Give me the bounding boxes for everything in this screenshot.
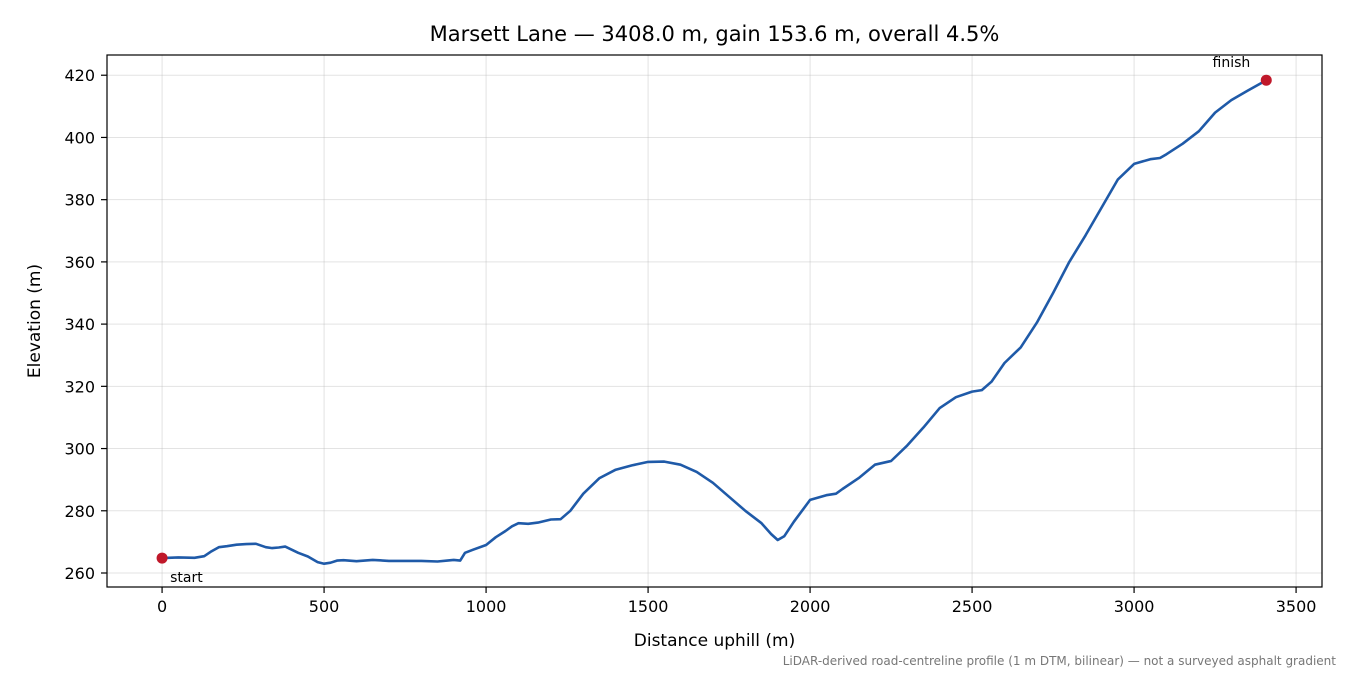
- chart-title: Marsett Lane — 3408.0 m, gain 153.6 m, o…: [430, 22, 1000, 46]
- y-tick-label: 380: [64, 191, 95, 210]
- y-axis-label: Elevation (m): [25, 264, 45, 378]
- y-tick-label: 260: [64, 564, 95, 583]
- y-tick-label: 320: [64, 377, 95, 396]
- finish-annotation: finish: [1213, 55, 1251, 71]
- y-tick-label: 420: [64, 66, 95, 85]
- x-tick-label: 500: [309, 597, 340, 616]
- finish-marker: [1260, 74, 1272, 86]
- x-tick-label: 2500: [952, 597, 993, 616]
- y-tick-label: 360: [64, 253, 95, 272]
- plot-frame: [106, 54, 1323, 588]
- x-tick-label: 3000: [1114, 597, 1155, 616]
- x-tick-label: 1500: [628, 597, 669, 616]
- y-tick-label: 300: [64, 440, 95, 459]
- y-tick-label: 280: [64, 502, 95, 521]
- x-tick-label: 2000: [790, 597, 831, 616]
- x-tick-label: 0: [157, 597, 167, 616]
- axis-ticks: 0 500 1000 1500 2000 2500 3000 3500 260 280 300 320…: [64, 66, 1316, 616]
- y-tick-label: 400: [64, 128, 95, 147]
- grid: [107, 55, 1322, 587]
- start-marker: [156, 552, 168, 564]
- elevation-profile-line: [160, 78, 1268, 565]
- x-axis-label: Distance uphill (m): [634, 631, 795, 651]
- y-tick-label: 340: [64, 315, 95, 334]
- data-source-note: LiDAR-derived road-centreline profile (1…: [783, 654, 1337, 668]
- x-tick-label: 1000: [466, 597, 507, 616]
- x-tick-label: 3500: [1276, 597, 1317, 616]
- start-annotation: start: [170, 570, 203, 586]
